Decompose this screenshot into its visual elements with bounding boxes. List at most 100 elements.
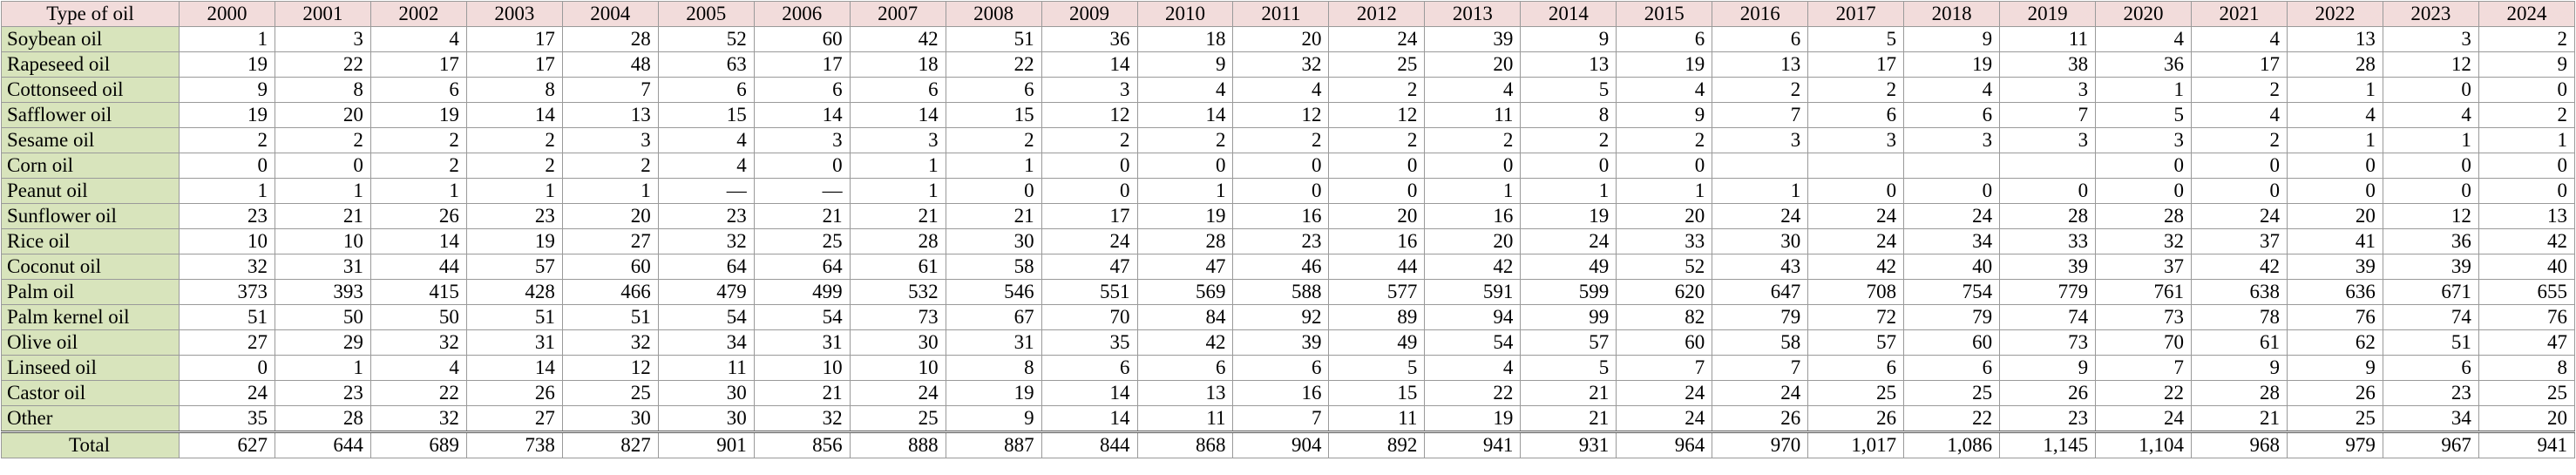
value-cell: 636 [2286, 279, 2383, 305]
value-cell: 26 [1712, 405, 1809, 432]
value-cell: 892 [1328, 431, 1426, 458]
value-cell: 17 [369, 51, 467, 78]
value-cell: 42 [2478, 228, 2576, 254]
data-row: Cottonseed oil 9 8 6 8 7 6 6 6 6 3 4 4 2 4 5 4 2 2 4 3 1 2 1 0 0 [1, 77, 2576, 103]
value-cell: 40 [1903, 254, 2001, 280]
value-cell: 27 [561, 228, 659, 254]
value-cell: 1,104 [2095, 431, 2193, 458]
value-cell: 3 [1903, 127, 2001, 153]
value-cell: 22 [945, 51, 1042, 78]
value-cell: 25 [1903, 380, 2001, 406]
value-cell: 32 [657, 228, 755, 254]
value-cell: 19 [369, 102, 467, 128]
value-cell: 14 [1136, 102, 1234, 128]
value-cell: 19 [1616, 51, 1713, 78]
value-cell: 569 [1136, 279, 1234, 305]
year-header: 2003 [465, 1, 563, 27]
row-label: Sunflower oil [1, 203, 180, 229]
value-cell: 0 [1136, 153, 1234, 179]
value-cell: 24 [1807, 203, 1905, 229]
value-cell: 0 [1328, 178, 1426, 204]
value-cell: 51 [945, 26, 1042, 52]
value-cell: 0 [1232, 178, 1330, 204]
row-label: Rice oil [1, 228, 180, 254]
value-cell: 76 [2478, 304, 2576, 330]
value-cell: 36 [1041, 26, 1138, 52]
value-cell: 0 [2191, 178, 2288, 204]
header-row: Type of oil 2000 2001 2002 2003 2004 2005 2006 2… [1, 1, 2576, 27]
value-cell: 13 [2286, 26, 2383, 52]
value-cell: 26 [1807, 405, 1905, 432]
value-cell: 479 [657, 279, 755, 305]
value-cell: 6 [1903, 355, 2001, 381]
row-label: Total [1, 431, 180, 458]
value-cell: 20 [1424, 228, 1522, 254]
value-cell: 20 [561, 203, 659, 229]
data-row: Peanut oil 1 1 1 1 1— —1 0 0 1 0 0 1 1 1 1 0 0 0 0 0 0 0 0 [1, 178, 2576, 204]
value-cell: 28 [2095, 203, 2193, 229]
value-cell: 0 [1520, 153, 1617, 179]
value-cell: 3 [1999, 127, 2097, 153]
value-cell: 12 [1232, 102, 1330, 128]
value-cell: 1,086 [1903, 431, 2001, 458]
value-cell: 4 [2286, 102, 2383, 128]
value-cell: 8 [945, 355, 1042, 381]
value-cell: 4 [2095, 26, 2193, 52]
value-cell: 12 [561, 355, 659, 381]
value-cell: 52 [1616, 254, 1713, 280]
value-cell: 689 [369, 431, 467, 458]
value-cell: 61 [849, 254, 946, 280]
value-cell: 25 [753, 228, 851, 254]
row-label: Other [1, 405, 180, 432]
value-cell: 13 [1520, 51, 1617, 78]
value-cell: 979 [2286, 431, 2383, 458]
value-cell: 23 [274, 380, 371, 406]
value-cell: 3 [561, 127, 659, 153]
value-cell: 20 [1424, 51, 1522, 78]
value-cell: 856 [753, 431, 851, 458]
value-cell: 754 [1903, 279, 2001, 305]
value-cell: 11 [1999, 26, 2097, 52]
value-cell: 9 [2286, 355, 2383, 381]
value-cell: 78 [2191, 304, 2288, 330]
year-header: 2000 [179, 1, 275, 27]
value-cell: 24 [2191, 203, 2288, 229]
value-cell: 2 [274, 127, 371, 153]
value-cell: 1 [2382, 127, 2479, 153]
row-label: Coconut oil [1, 254, 180, 280]
value-cell: 64 [657, 254, 755, 280]
year-header: 2012 [1328, 1, 1426, 27]
value-cell: 11 [1136, 405, 1234, 432]
value-cell: 2 [465, 153, 563, 179]
value-cell: 21 [274, 203, 371, 229]
data-row: Sunflower oil 23 21 26 23 20 23 21 21 21 17 19 16 20 1… [1, 203, 2576, 229]
row-label: Palm kernel oil [1, 304, 180, 330]
row-label: Peanut oil [1, 178, 180, 204]
value-cell: 30 [657, 405, 755, 432]
value-cell: 6 [1903, 102, 2001, 128]
value-cell: 74 [2382, 304, 2479, 330]
value-cell: 21 [1520, 405, 1617, 432]
year-header: 2022 [2286, 1, 2383, 27]
data-row: Palm oil 373 393 415 428 466 479 499 532 546 551 56… [1, 279, 2576, 305]
value-cell: 9 [1903, 26, 2001, 52]
value-cell: 73 [1999, 329, 2097, 356]
value-cell: 3 [753, 127, 851, 153]
value-cell: 27 [179, 329, 275, 356]
value-cell: 19 [1424, 405, 1522, 432]
value-cell: 23 [1999, 405, 2097, 432]
value-cell: 25 [561, 380, 659, 406]
value-cell: 24 [849, 380, 946, 406]
value-cell: 23 [2382, 380, 2479, 406]
value-cell: 24 [1041, 228, 1138, 254]
value-cell: 2 [561, 153, 659, 179]
value-cell: 1 [2286, 77, 2383, 103]
value-cell: 2 [1807, 77, 1905, 103]
year-header: 2013 [1424, 1, 1522, 27]
value-cell: 58 [1712, 329, 1809, 356]
value-cell: 4 [1232, 77, 1330, 103]
year-header: 2016 [1712, 1, 1809, 27]
value-cell: 21 [2191, 405, 2288, 432]
year-header: 2018 [1903, 1, 2001, 27]
value-cell: 10 [179, 228, 275, 254]
